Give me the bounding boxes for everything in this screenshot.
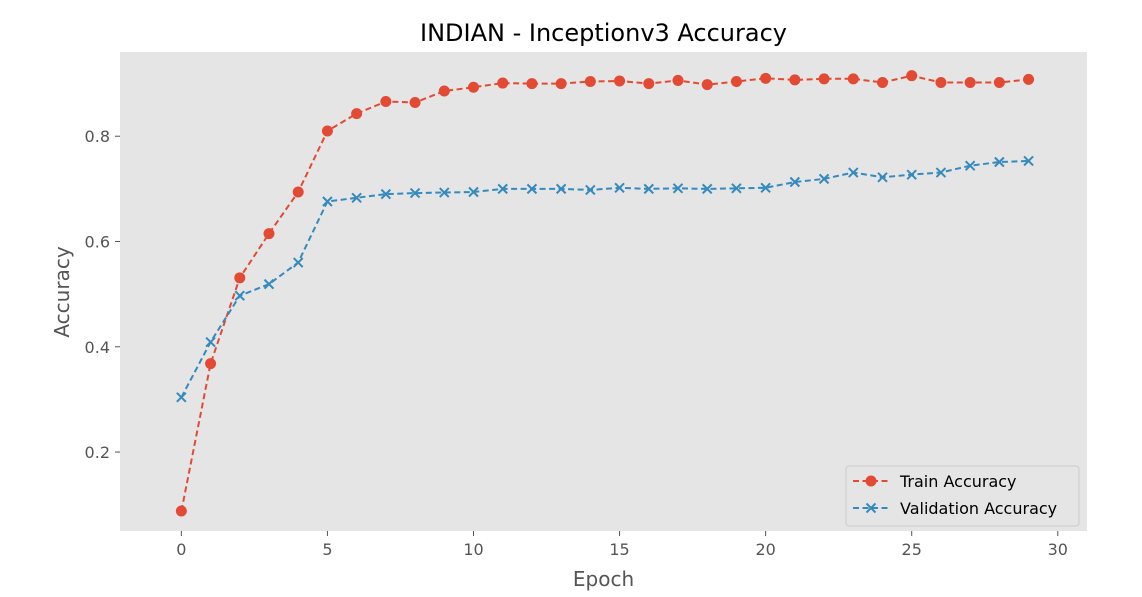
data-point — [876, 77, 888, 89]
data-point — [292, 186, 304, 198]
data-point — [847, 73, 859, 85]
legend-label: Train Accuracy — [899, 472, 1017, 491]
data-point — [438, 85, 450, 97]
data-point — [322, 196, 333, 207]
data-point — [1023, 155, 1034, 167]
data-point — [672, 183, 684, 194]
data-point — [205, 358, 217, 370]
y-tick-label: 0.6 — [85, 232, 110, 251]
legend-marker — [865, 475, 877, 487]
x-tick-label: 20 — [755, 540, 775, 559]
data-point — [818, 73, 830, 85]
data-point — [176, 392, 187, 403]
y-tick-label: 0.8 — [85, 127, 110, 146]
legend: Train Accuracy Validation Accuracy — [845, 465, 1080, 527]
data-point — [702, 183, 713, 195]
legend-box — [845, 465, 1080, 527]
data-point — [672, 74, 684, 86]
x-tick-label: 25 — [902, 540, 922, 559]
y-tick-label: 0.4 — [85, 338, 110, 357]
data-point — [789, 176, 801, 188]
data-point — [877, 172, 888, 183]
x-tick-label: 15 — [609, 540, 629, 559]
data-point — [614, 182, 625, 194]
data-point — [351, 108, 363, 120]
data-point — [760, 182, 771, 194]
x-tick-label: 30 — [1048, 540, 1068, 559]
data-point — [497, 183, 508, 195]
data-point — [467, 81, 479, 93]
legend-marker — [865, 502, 877, 514]
data-point — [789, 74, 801, 86]
y-tick-label: 0.2 — [85, 443, 110, 462]
data-point — [964, 160, 976, 171]
series-layer — [175, 70, 1035, 517]
data-point — [584, 75, 596, 87]
x-tick-label: 5 — [322, 540, 332, 559]
data-point — [380, 95, 392, 107]
data-point — [935, 167, 947, 178]
data-point — [994, 156, 1005, 168]
x-tick-label: 10 — [463, 540, 483, 559]
data-point — [468, 186, 479, 198]
data-point — [731, 183, 742, 194]
data-point — [1023, 73, 1035, 85]
data-point — [234, 272, 246, 284]
data-point — [526, 78, 538, 90]
data-point — [993, 77, 1005, 89]
plot-area — [120, 52, 1087, 531]
data-point — [643, 78, 655, 90]
chart-title: INDIAN - Inceptionv3 Accuracy — [420, 19, 787, 47]
series-line — [180, 160, 1029, 398]
data-point — [263, 278, 275, 290]
y-axis-label: Accuracy — [50, 246, 74, 337]
data-point — [585, 184, 596, 196]
data-point — [321, 125, 333, 137]
data-point — [263, 228, 275, 240]
data-point — [701, 79, 713, 91]
data-point — [409, 97, 421, 109]
axis-ticks: 0 5 10 15 20 25 30 0.2 0.4 0.6 0.8 — [85, 127, 1068, 559]
x-axis-label: Epoch — [573, 567, 634, 591]
data-point — [848, 167, 859, 178]
data-point — [906, 169, 917, 180]
data-point — [964, 77, 976, 89]
data-point — [555, 78, 567, 90]
series-validation — [176, 155, 1034, 403]
data-point — [935, 77, 947, 89]
data-point — [643, 183, 654, 195]
data-point — [526, 183, 538, 195]
data-point — [614, 75, 626, 87]
data-point — [760, 72, 772, 84]
data-point — [293, 257, 304, 268]
data-point — [497, 77, 509, 89]
data-point — [205, 336, 216, 348]
data-point — [234, 290, 245, 301]
data-point — [818, 173, 830, 185]
legend-label: Validation Accuracy — [900, 499, 1057, 518]
data-point — [730, 75, 742, 87]
data-point — [380, 188, 392, 200]
data-point — [351, 192, 362, 204]
data-point — [175, 505, 187, 517]
data-point — [555, 183, 567, 195]
series-train — [175, 70, 1035, 517]
data-point — [906, 70, 918, 82]
data-point — [409, 187, 421, 199]
x-tick-label: 0 — [176, 540, 186, 559]
data-point — [439, 187, 450, 198]
